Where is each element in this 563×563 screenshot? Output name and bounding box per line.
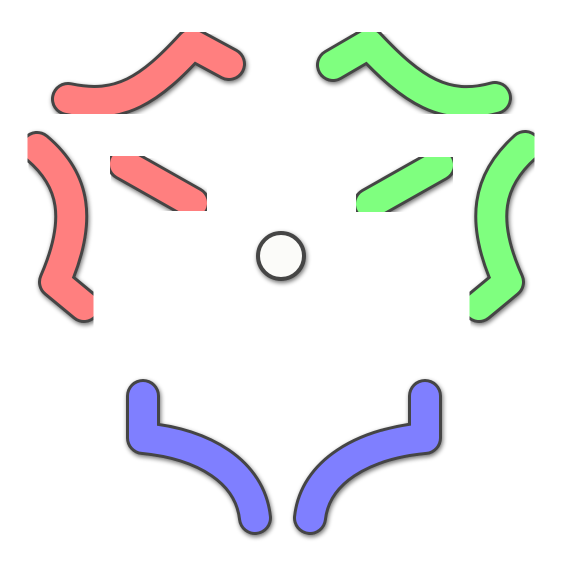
red-piece-top-arc[interactable] <box>51 27 246 119</box>
green-piece-right-arc[interactable] <box>462 130 542 323</box>
blue-piece-left-arc[interactable] <box>126 379 272 535</box>
circle-token-icon[interactable] <box>256 231 306 281</box>
red-piece-bar[interactable] <box>107 147 210 220</box>
green-piece-bar[interactable] <box>353 148 456 221</box>
green-piece-top-arc[interactable] <box>316 27 512 120</box>
red-piece-left-arc[interactable] <box>20 131 101 323</box>
blue-piece-right-arc[interactable] <box>293 379 442 535</box>
